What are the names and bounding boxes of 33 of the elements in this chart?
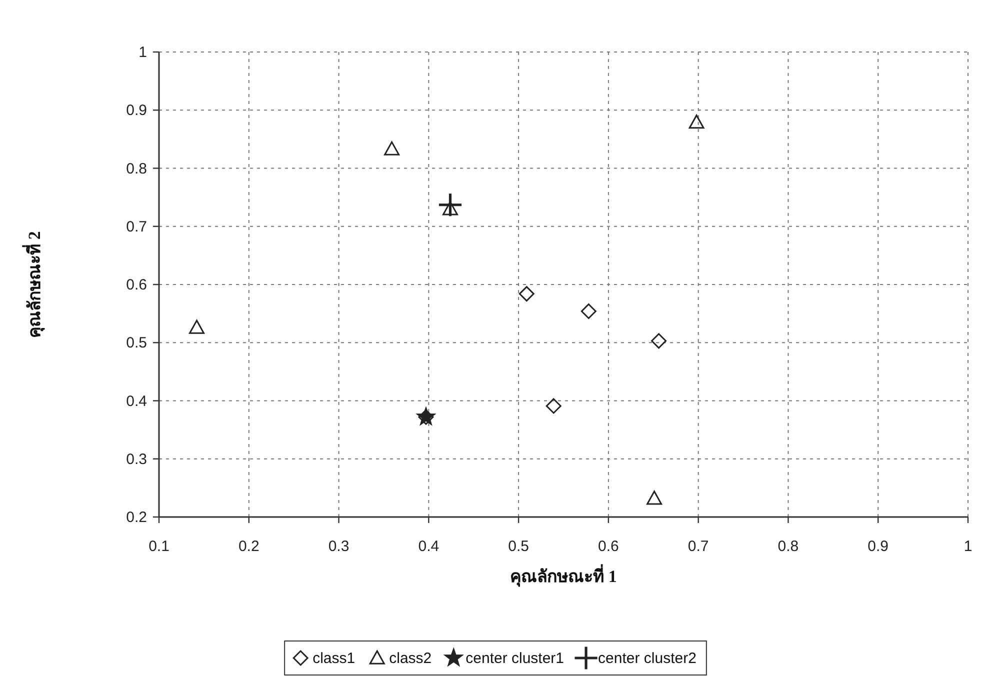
y-tick-label: 0.4: [126, 392, 147, 410]
point: [189, 320, 205, 334]
x-tick-label: 0.7: [688, 538, 709, 555]
point: [651, 333, 667, 349]
x-tick-label: 1: [964, 538, 972, 555]
y-tick-label: 0.8: [126, 160, 147, 178]
point: [546, 398, 562, 414]
legend-label: class2: [389, 650, 432, 667]
y-tick-label: 0.6: [126, 276, 147, 294]
y-tick-label: 0.3: [126, 450, 147, 468]
legend-label: class1: [312, 650, 356, 667]
x-tick-label: 0.8: [778, 538, 799, 555]
x-tick-label: 0.3: [328, 538, 350, 555]
point: [688, 114, 704, 129]
y-tick-label: 0.5: [126, 334, 147, 352]
point: [646, 490, 662, 505]
x-tick-label: 0.9: [868, 538, 889, 555]
y-tick-label: 0.2: [126, 509, 147, 526]
x-axis-title: คุณลักษณะที่ 1: [510, 564, 617, 587]
x-tick-label: 0.1: [148, 538, 170, 555]
x-tick-label: 0.6: [598, 538, 619, 555]
y-tick-label: 1: [138, 44, 147, 61]
x-tick-label: 0.5: [508, 538, 529, 555]
x-tick-label: 0.2: [238, 538, 260, 555]
legend-label: center cluster1: [466, 650, 564, 667]
y-axis-title: คุณลักษณะที่ 2: [22, 231, 45, 338]
legend-label: center cluster2: [598, 650, 696, 667]
y-tick-label: 0.7: [126, 218, 147, 236]
x-tick-label: 0.4: [418, 538, 440, 555]
y-tick-label: 0.9: [126, 102, 147, 120]
point: [518, 286, 534, 302]
point: [580, 303, 596, 319]
point: [384, 141, 400, 156]
